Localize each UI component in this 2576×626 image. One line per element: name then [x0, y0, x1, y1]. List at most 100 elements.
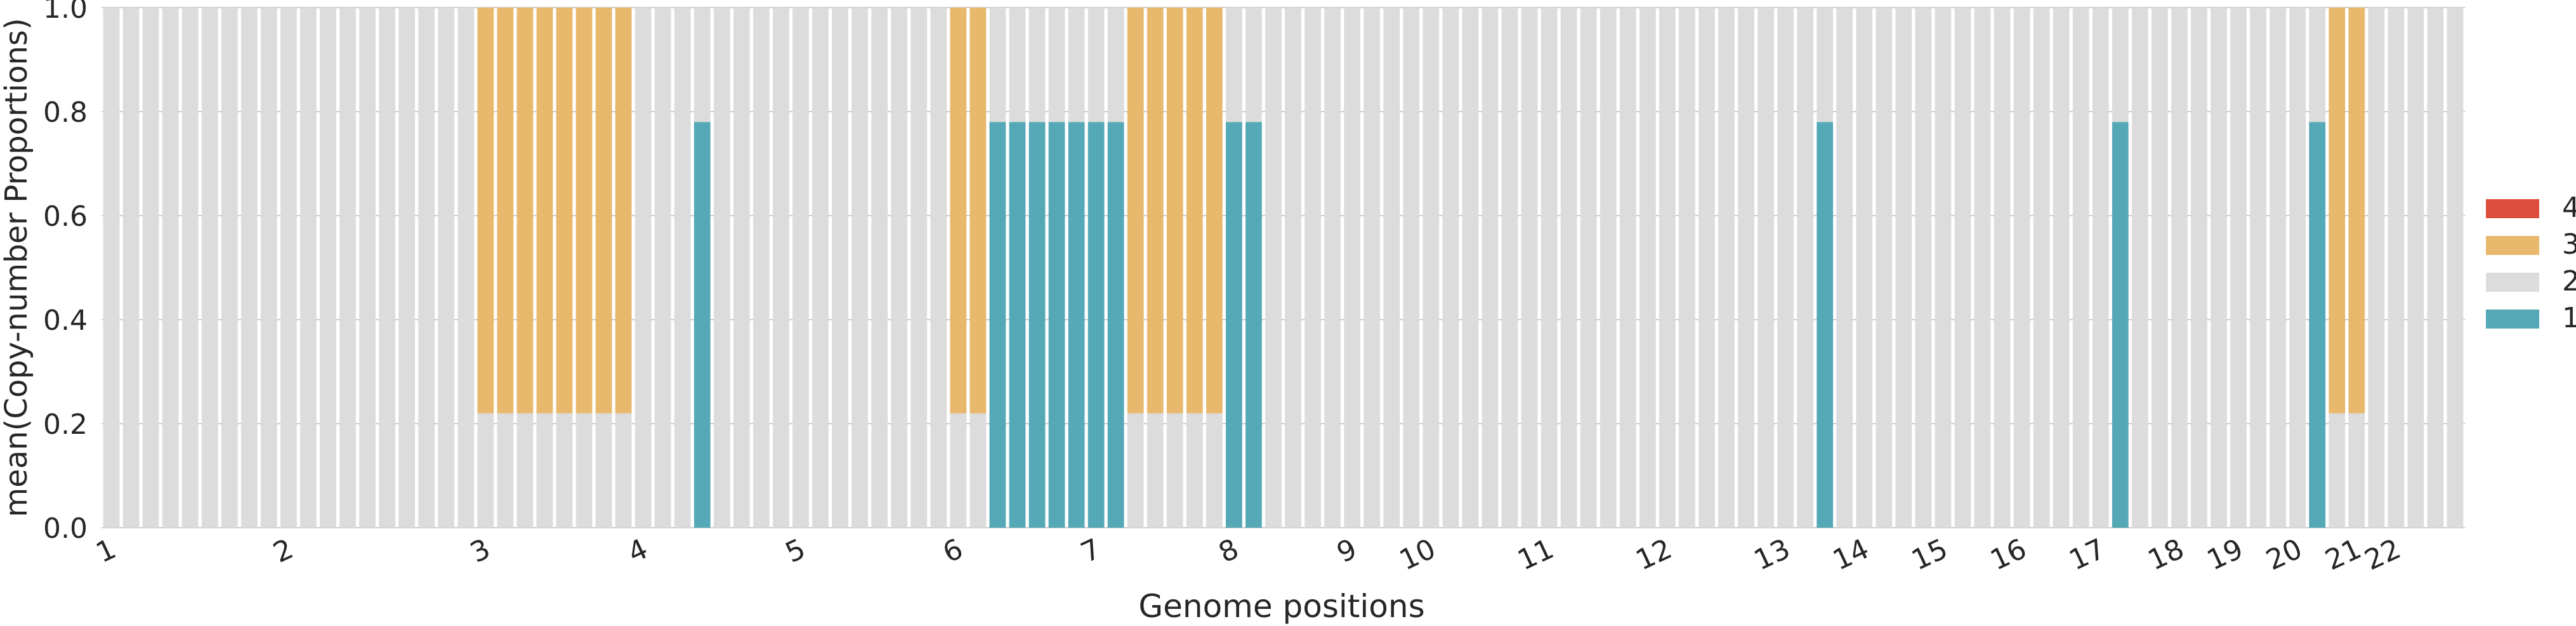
bar-cn2: [1127, 413, 1144, 528]
bar-cn2: [674, 8, 691, 528]
bar-cn2: [1541, 8, 1558, 528]
bar-cn2: [1226, 8, 1242, 122]
bar-cn1: [1817, 122, 1834, 528]
bar-cn1: [1088, 122, 1105, 528]
bar-cn2: [1028, 8, 1046, 122]
bar-cn2: [1009, 8, 1026, 122]
legend-label: 3: [2562, 228, 2576, 261]
bar-cn2: [1068, 8, 1085, 122]
bar-cn2: [1088, 8, 1105, 122]
x-tick-label: 17: [2065, 533, 2110, 577]
bar-cn2: [379, 8, 395, 528]
x-tick-label: 2: [268, 533, 298, 570]
bar-cn3: [497, 8, 514, 414]
bar-cn2: [181, 8, 199, 528]
bar-cn2: [1560, 8, 1577, 528]
bar-cn2: [418, 8, 435, 528]
bar-cn3: [950, 8, 967, 414]
bar-cn2: [2053, 8, 2070, 528]
bar-cn2: [1245, 8, 1262, 122]
x-tick-label: 22: [2360, 533, 2405, 577]
bar-cn2: [2407, 8, 2424, 528]
bar-cn2: [103, 8, 120, 528]
bar-cn2: [1442, 8, 1459, 528]
bar-cn3: [1127, 8, 1144, 414]
bar-cn2: [516, 413, 534, 528]
bar-cn2: [2230, 8, 2247, 528]
x-tick-label: 15: [1907, 533, 1952, 577]
bar-cn2: [2427, 8, 2444, 528]
bar-cn2: [1147, 413, 1164, 528]
bar-cn2: [950, 413, 967, 528]
bar-cn2: [1580, 8, 1597, 528]
x-tick-label: 9: [1332, 533, 1362, 570]
bar-cn3: [536, 8, 553, 414]
bar-cn2: [1521, 8, 1538, 528]
bar-cn2: [2368, 8, 2385, 528]
bar-cn3: [1186, 8, 1203, 414]
bar-cn2: [2191, 8, 2207, 528]
bar-cn2: [871, 8, 888, 528]
bar-cn3: [595, 8, 612, 414]
bar-cn1: [1028, 122, 1046, 528]
bar-cn2: [634, 8, 652, 528]
bar-cn2: [575, 413, 593, 528]
bar-cn2: [2013, 8, 2030, 528]
bars: [103, 8, 2464, 528]
bar-cn2: [2131, 8, 2148, 528]
x-tick-label: 16: [1985, 533, 2031, 577]
bar-cn2: [1915, 8, 1932, 528]
bar-cn2: [142, 8, 159, 528]
y-tick-label: 0.0: [43, 512, 88, 545]
x-axis-title: Genome positions: [1138, 588, 1424, 625]
bar-cn1: [2309, 122, 2326, 528]
bar-cn2: [457, 8, 475, 528]
bar-cn2: [2329, 413, 2346, 528]
legend: 4 3 2 1: [2486, 192, 2576, 334]
bar-cn2: [1954, 8, 1971, 528]
bar-cn2: [1876, 8, 1893, 528]
bar-cn1: [1048, 122, 1065, 528]
bar-cn2: [1718, 8, 1735, 528]
x-tick-label: 12: [1631, 533, 1677, 577]
bar-cn2: [654, 8, 671, 528]
bar-cn2: [1186, 413, 1203, 528]
bar-cn2: [851, 8, 868, 528]
bar-cn3: [1147, 8, 1164, 414]
bar-cn1: [1009, 122, 1026, 528]
bar-cn2: [2151, 8, 2168, 528]
x-tick-label: 18: [2143, 533, 2189, 577]
bar-cn2: [1619, 8, 1636, 528]
y-tick-label: 1.0: [43, 0, 88, 25]
bar-cn2: [2348, 413, 2365, 528]
bar-cn1: [2112, 122, 2129, 528]
x-tick-label: 19: [2202, 533, 2248, 577]
bar-cn2: [2171, 8, 2188, 528]
bar-cn2: [1166, 413, 1183, 528]
x-tick-label: 5: [780, 533, 810, 570]
bar-cn2: [1777, 8, 1794, 528]
bar-cn2: [1344, 8, 1361, 528]
x-tick-label: 3: [466, 533, 496, 570]
legend-swatch: [2486, 236, 2539, 255]
bar-cn2: [1836, 8, 1853, 528]
bar-cn3: [969, 8, 987, 414]
bar-cn1: [1068, 122, 1085, 528]
bar-cn2: [1678, 8, 1695, 528]
bar-cn1: [1226, 122, 1242, 528]
bar-cn2: [595, 413, 612, 528]
bar-cn2: [497, 413, 514, 528]
bar-cn2: [1364, 8, 1381, 528]
bar-cn2: [773, 8, 789, 528]
bar-cn2: [832, 8, 848, 528]
bar-cn2: [1817, 8, 1834, 122]
bar-cn1: [1107, 122, 1124, 528]
bar-cn2: [2309, 8, 2326, 122]
bar-cn2: [1797, 8, 1813, 528]
bar-cn2: [1659, 8, 1676, 528]
bar-cn2: [162, 8, 179, 528]
x-tick-label: 8: [1214, 533, 1244, 570]
bar-cn2: [2072, 8, 2089, 528]
bar-cn2: [2211, 8, 2227, 528]
bar-cn2: [2289, 8, 2306, 528]
